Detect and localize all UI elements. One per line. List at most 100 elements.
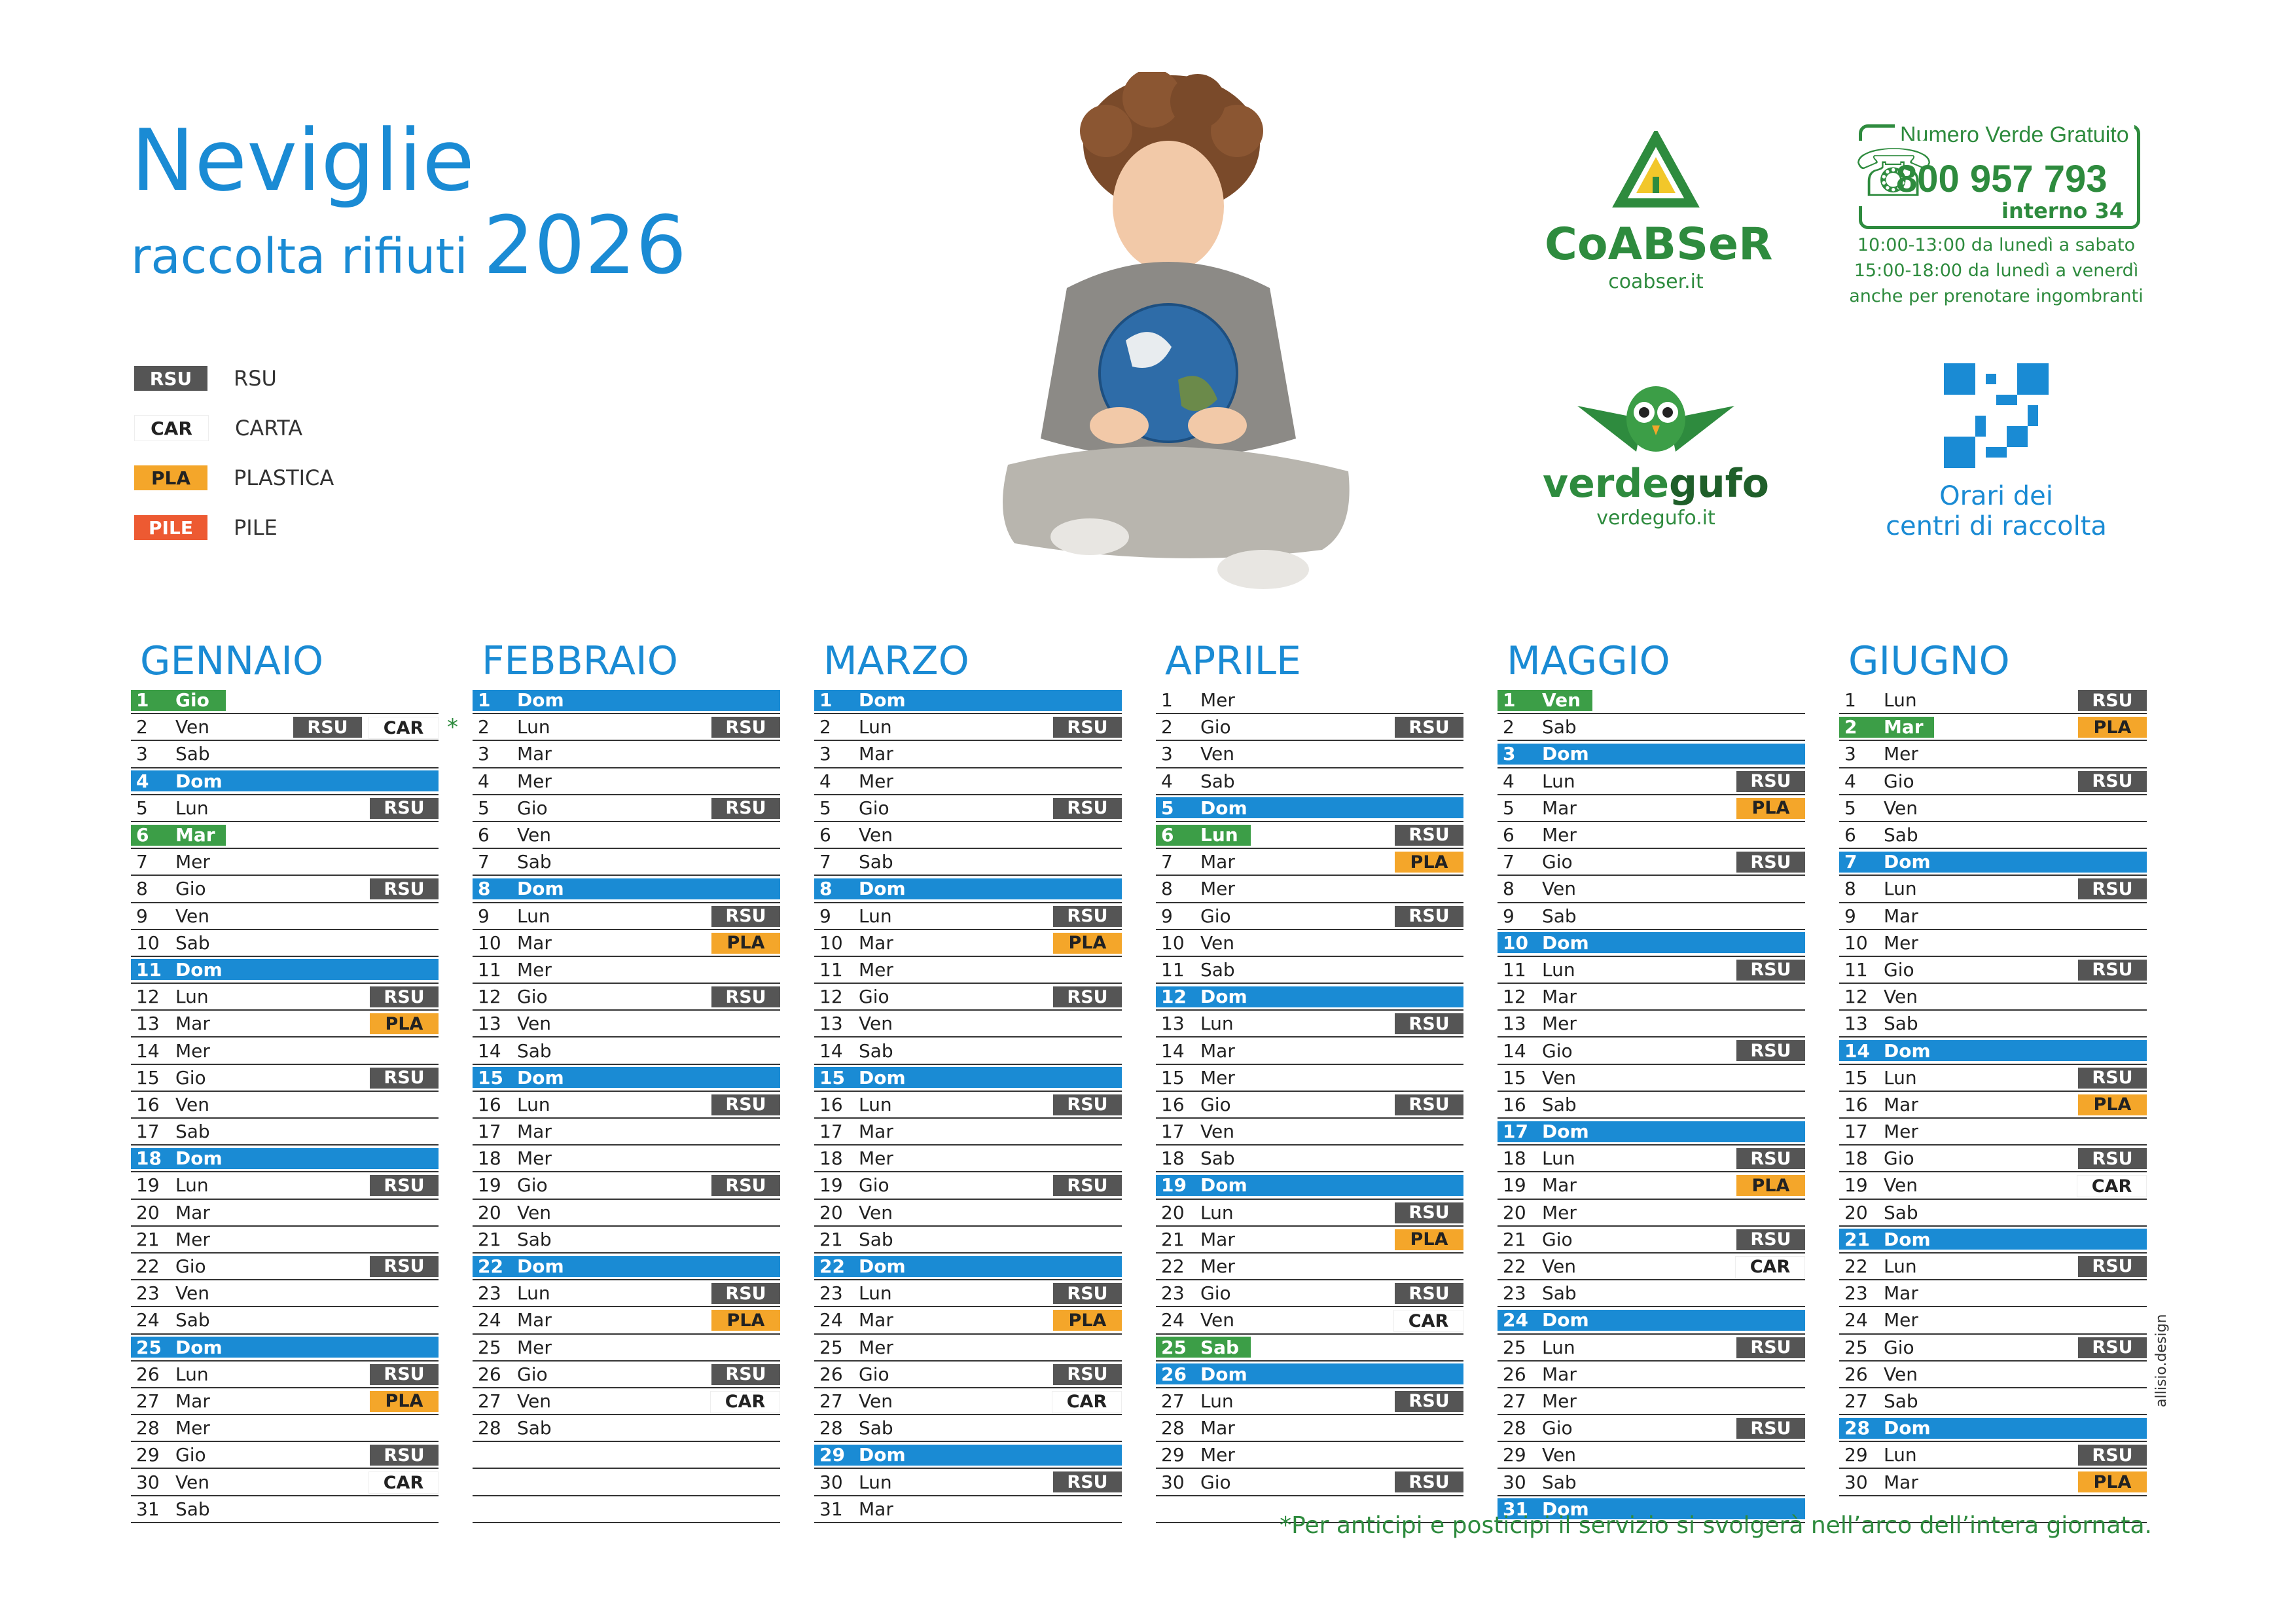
day-row: 8 Dom [814,876,1122,903]
collection-tags: RSU [1395,1471,1463,1493]
day-row: 4 Gio RSU [1839,768,2147,795]
legend-label-pla: PLASTICA [234,465,334,490]
day-number: 23 [1844,1282,1868,1305]
phone-number[interactable]: 800 957 793 [1896,158,2108,200]
day-label: 15 Mer [1156,1067,1235,1089]
weekday: Dom [175,1147,223,1170]
weekday: Dom [1884,1228,1931,1250]
day-label: 24 Mar [814,1309,893,1331]
day-label: 6 Mer [1498,824,1577,846]
day-row: 28 Gio RSU [1498,1415,1805,1443]
tag-car: CAR [710,1390,780,1413]
day-number: 5 [1161,797,1174,819]
day-label: 30 Mar [1839,1471,1918,1493]
day-number: 1 [136,689,149,712]
month-febbraio: FEBBRAIO 1 Dom 2 Lun RSU 3 Mar 4 Mer 5 Gio RSU 6 Ven 7 S… [473,635,780,1523]
weekday: Mer [859,770,893,792]
day-label: 28 Gio [1498,1417,1573,1439]
weekday: Mer [175,1039,210,1062]
day-row: 6 Ven [814,822,1122,850]
day-number: 12 [136,986,160,1008]
day-row: 15 Ven [1498,1065,1805,1092]
day-number: 28 [1844,1417,1870,1439]
day-row: 20 Mer [1498,1200,1805,1227]
day-row: 16 Ven [131,1092,439,1119]
day-row [1156,1496,1463,1523]
day-row: 31 Sab [131,1496,439,1523]
weekday: Ven [859,1390,893,1412]
day-label: 25 Gio [1839,1337,1914,1358]
day-number: 8 [1161,878,1173,900]
weekday: Sab [859,851,893,873]
coabser-name: CoABSeR [1545,219,1773,270]
day-number: 27 [1161,1390,1185,1412]
day-number: 9 [819,905,831,927]
weekday: Mar [859,1309,893,1331]
day-label: 8 Mer [1156,878,1235,899]
weekday: Mer [1884,1309,1918,1331]
day-row: 30 Mar PLA [1839,1469,2147,1496]
day-label: 18 Lun [1498,1147,1575,1169]
day-number: 23 [478,1282,501,1305]
day-number: 21 [1844,1228,1870,1250]
verdegufo-site[interactable]: verdegufo.it [1596,507,1715,530]
day-row: 21 Sab [814,1227,1122,1254]
qr-code-icon[interactable] [1944,363,2049,468]
tag-rsu: RSU [711,1175,780,1197]
day-number: 16 [819,1093,843,1115]
day-label: 21 Dom [1839,1229,2147,1250]
day-number: 29 [1161,1444,1185,1466]
day-label: 16 Ven [131,1094,209,1115]
day-number: 10 [1161,931,1185,954]
weekday: Mar [175,824,215,846]
day-label: 8 Lun [1839,878,1917,899]
day-label: 19 Ven [1839,1174,1918,1196]
day-row: 8 Ven [1498,876,1805,903]
day-label: 24 Mer [1839,1309,1918,1331]
day-label: 7 Dom [1839,851,2147,873]
weekday: Mer [1200,1066,1235,1089]
collection-tags: PLA [370,1013,439,1035]
day-label: 21 Sab [814,1229,893,1250]
tag-rsu: RSU [1736,1229,1805,1250]
day-label: 26 Gio [473,1363,548,1385]
day-number: 18 [136,1147,162,1170]
day-row: 5 Dom [1156,795,1463,822]
collection-tags: PLA [370,1390,439,1412]
day-number: 14 [1161,1039,1185,1062]
day-row: 13 Ven [473,1011,780,1038]
coabser-site[interactable]: coabser.it [1608,270,1704,293]
owl-icon [1577,386,1734,452]
weekday: Ven [517,1013,551,1035]
day-number: 13 [819,1013,843,1035]
day-number: 12 [819,986,843,1008]
day-number: 26 [478,1363,501,1385]
weekday: Lun [517,905,550,927]
day-label: 23 Sab [1498,1282,1577,1304]
weekday: Lun [517,1093,550,1115]
collection-tags: RSU [1395,1013,1463,1035]
day-number: 13 [1844,1013,1868,1035]
collection-tags: CAR [1052,1390,1122,1413]
weekday: Lun [1200,1390,1234,1412]
day-row: 6 Lun RSU [1156,822,1463,850]
tag-car: CAR [2077,1175,2147,1198]
day-label: 1 Lun [1839,689,1917,711]
day-label: 17 Sab [131,1121,210,1142]
day-label: 29 Dom [814,1444,1122,1466]
day-label: 14 Gio [1498,1040,1573,1062]
day-row: 9 Mar [1839,903,2147,930]
day-label: 23 Gio [1156,1282,1231,1304]
weekday: Dom [1542,931,1589,954]
day-label: 2 Lun [814,716,892,738]
day-row: 18 Gio RSU [1839,1146,2147,1173]
day-row: 5 Lun RSU [131,795,439,822]
month-giugno: GIUGNO 1 Lun RSU 2 Mar PLA 3 Mer 4 Gio RSU 5 Ven 6 Sab 7… [1839,635,2147,1523]
weekday: Lun [1884,1066,1917,1089]
day-label: 20 Lun [1156,1202,1234,1223]
day-label: 17 Dom [1498,1121,1805,1142]
day-row [473,1469,780,1496]
weekday: Mer [1884,1121,1918,1143]
day-number: 8 [136,878,148,900]
collection-tags: RSU [1053,1283,1122,1305]
